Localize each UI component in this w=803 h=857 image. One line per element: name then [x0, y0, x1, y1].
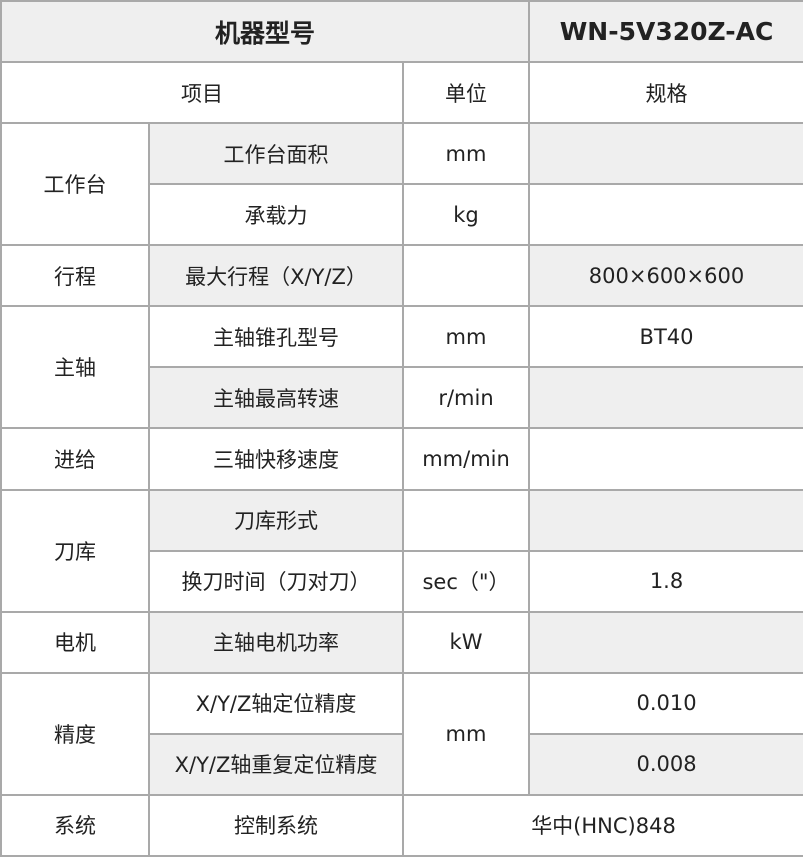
item-cell: 主轴锥孔型号	[148, 305, 404, 369]
item-cell: 控制系统	[148, 793, 404, 857]
unit-cell: mm	[401, 122, 531, 186]
unit-cell: kW	[401, 610, 531, 674]
category-cell: 工作台	[0, 122, 150, 247]
header-row: 机器型号 WN-5V320Z-AC	[0, 0, 803, 64]
spec-cell	[528, 488, 803, 552]
table-row: 承载力 kg	[1, 183, 803, 247]
category-cell: 系统	[0, 793, 150, 857]
unit-cell: mm	[401, 305, 531, 369]
table-row: 进给 三轴快移速度 mm/min	[0, 427, 803, 491]
table-row: 精度 X/Y/Z轴定位精度 mm 0.010	[0, 671, 803, 796]
spec-cell	[528, 183, 803, 247]
item-cell: 最大行程（X/Y/Z）	[148, 244, 404, 308]
spec-cell: 华中(HNC)848	[401, 793, 803, 857]
spec-cell	[528, 610, 803, 674]
item-cell: X/Y/Z轴定位精度	[148, 671, 404, 735]
unit-cell: kg	[401, 183, 531, 247]
item-cell: 工作台面积	[148, 122, 404, 186]
category-cell: 主轴	[0, 305, 150, 430]
model-value: WN-5V320Z-AC	[528, 0, 803, 64]
table-row: 行程 最大行程（X/Y/Z） 800×600×600	[0, 244, 803, 308]
item-cell: 换刀时间（刀对刀）	[148, 549, 404, 613]
table-row: 工作台 工作台面积 mm	[0, 122, 803, 247]
category-cell: 电机	[0, 610, 150, 674]
unit-cell: mm/min	[401, 427, 531, 491]
spec-cell	[528, 366, 803, 430]
item-cell: 主轴电机功率	[148, 610, 404, 674]
item-cell: 刀库形式	[148, 488, 404, 552]
table-row: 主轴 主轴锥孔型号 mm BT40	[0, 305, 803, 430]
unit-cell	[401, 488, 531, 552]
unit-cell	[401, 244, 531, 308]
table-row: 换刀时间（刀对刀） sec（"） 1.8	[1, 549, 803, 613]
spec-cell	[528, 427, 803, 491]
spec-cell: 800×600×600	[528, 244, 803, 308]
category-cell: 刀库	[0, 488, 150, 613]
unit-cell: mm	[401, 671, 531, 796]
spec-cell: 0.008	[528, 732, 803, 796]
table-row: 主轴最高转速 r/min	[1, 366, 803, 430]
table-row: 刀库 刀库形式	[0, 488, 803, 613]
table-row: X/Y/Z轴重复定位精度 0.008	[1, 732, 803, 796]
spec-cell: BT40	[528, 305, 803, 369]
spec-cell	[528, 122, 803, 186]
unit-cell: sec（"）	[401, 549, 531, 613]
category-cell: 行程	[0, 244, 150, 308]
item-header: 项目	[0, 61, 404, 125]
item-cell: 三轴快移速度	[148, 427, 404, 491]
spec-header: 规格	[528, 61, 803, 125]
unit-cell: r/min	[401, 366, 531, 430]
table-row: 电机 主轴电机功率 kW	[0, 610, 803, 674]
item-cell: 主轴最高转速	[148, 366, 404, 430]
spec-cell: 1.8	[528, 549, 803, 613]
unit-header: 单位	[401, 61, 531, 125]
column-header-row: 项目 单位 规格	[0, 61, 803, 125]
item-cell: X/Y/Z轴重复定位精度	[148, 732, 404, 796]
spec-cell: 0.010	[528, 671, 803, 735]
item-cell: 承载力	[148, 183, 404, 247]
category-cell: 进给	[0, 427, 150, 491]
table-row: 系统 控制系统 华中(HNC)848	[0, 793, 803, 857]
model-label: 机器型号	[0, 0, 531, 64]
category-cell: 精度	[0, 671, 150, 796]
